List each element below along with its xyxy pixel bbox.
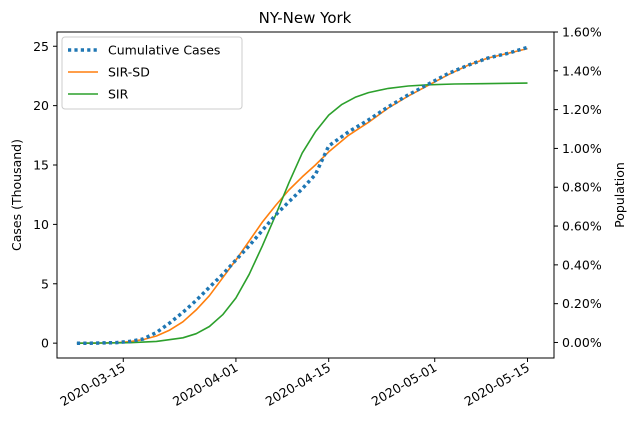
y-tick-label: 0 xyxy=(41,336,49,351)
y2-tick-label: 0.60% xyxy=(562,219,602,234)
y2-tick-label: 1.20% xyxy=(562,102,602,117)
legend-label: SIR-SD xyxy=(108,65,150,80)
y-axis-right: 0.00% 0.20% 0.40% 0.60% 0.80% 1.00% 1.20% 1.40%… xyxy=(554,25,602,350)
series-line-cumulative-cases xyxy=(76,45,529,345)
x-tick-label: 2020-05-15 xyxy=(462,360,532,409)
x-axis: 2020-03-15 2020-04-01 2020-04-15 2020-05-01… xyxy=(57,358,532,409)
y2-tick-label: 0.00% xyxy=(562,335,602,350)
y-tick-label: 20 xyxy=(33,98,49,113)
legend-box xyxy=(61,36,243,110)
x-tick-label: 2020-04-15 xyxy=(263,360,333,409)
legend-label: Cumulative Cases xyxy=(108,43,220,58)
y-axis-title: Cases (Thousand) xyxy=(9,139,24,251)
series-line-sir xyxy=(76,82,528,344)
y-tick-label: 10 xyxy=(33,217,49,232)
legend-label: SIR xyxy=(108,87,129,102)
y2-tick-label: 0.20% xyxy=(562,296,602,311)
legend: Cumulative Cases SIR-SD SIR xyxy=(61,36,243,110)
y2-axis-title: Population xyxy=(612,162,627,228)
y-axis-left: 0 5 10 15 20 25 xyxy=(33,39,57,351)
x-tick-label: 2020-04-01 xyxy=(170,360,240,409)
y2-tick-label: 0.40% xyxy=(562,257,602,272)
y2-tick-label: 0.80% xyxy=(562,180,602,195)
plot-frame xyxy=(56,31,555,359)
chart-title: NY-New York xyxy=(259,9,352,27)
y-tick-label: 5 xyxy=(41,276,49,291)
x-tick-label: 2020-03-15 xyxy=(57,360,127,409)
y2-tick-label: 1.40% xyxy=(562,63,602,78)
y-tick-label: 25 xyxy=(33,39,49,54)
series-layer xyxy=(76,45,529,345)
y-tick-label: 15 xyxy=(33,158,49,173)
y2-tick-label: 1.60% xyxy=(562,25,602,40)
y2-tick-label: 1.00% xyxy=(562,141,602,156)
x-tick-label: 2020-05-01 xyxy=(369,360,439,409)
